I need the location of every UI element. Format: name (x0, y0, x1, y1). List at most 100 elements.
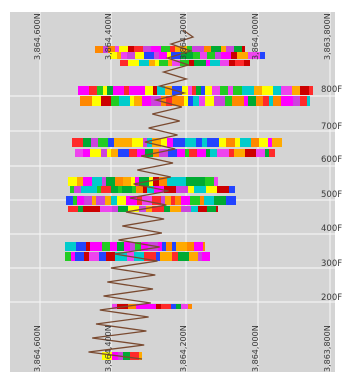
band-cell (179, 177, 186, 186)
band-cell (92, 96, 101, 106)
band-cell (83, 149, 90, 157)
band-cell (103, 46, 108, 53)
band-cell (181, 52, 193, 59)
band-cell (77, 196, 84, 205)
band-cell (151, 46, 161, 53)
band-cell (114, 138, 125, 147)
band-cell (144, 52, 154, 59)
band-cell (117, 196, 126, 205)
band-cell (240, 60, 244, 66)
band-cell (144, 252, 156, 261)
band-cell (161, 304, 171, 309)
band-cell (292, 86, 300, 95)
band-cell (184, 96, 188, 106)
band-cell (97, 86, 103, 95)
band-cell (159, 52, 167, 59)
band-cell (212, 86, 220, 95)
band-cell (164, 206, 170, 212)
band-cell (141, 242, 148, 251)
band-cell (177, 149, 185, 157)
band-cell (194, 186, 206, 193)
band-cell (161, 96, 166, 106)
band-cell (185, 138, 196, 147)
band-cell (205, 177, 214, 186)
band-cell (120, 60, 128, 66)
band-cell (205, 96, 214, 106)
elevation-label: 700F (321, 122, 342, 132)
band-cell (256, 96, 263, 106)
band-cell (193, 52, 200, 59)
band-cell (102, 352, 112, 360)
band-cell (273, 96, 281, 106)
band-cell (159, 177, 167, 186)
band-cell (216, 206, 218, 212)
band-cell (110, 242, 117, 251)
band-cell (142, 196, 152, 205)
band-cell (143, 186, 147, 193)
band-cell (202, 138, 207, 147)
band-cell (95, 46, 103, 53)
northing-label-bottom: 3,864,000N (251, 325, 260, 372)
band-cell (101, 186, 111, 193)
band-cell (207, 52, 215, 59)
band-cell (147, 186, 154, 193)
northing-label-bottom: 3,864,200N (179, 325, 188, 372)
band-cell (135, 177, 139, 186)
band-cell (207, 206, 216, 212)
northing-label-top: 3,864,200N (179, 13, 188, 60)
band-cell (107, 86, 113, 95)
band-cell (84, 252, 89, 261)
northing-label-bottom: 3,864,600N (33, 325, 42, 372)
band-cell (224, 186, 229, 193)
band-cell (232, 96, 244, 106)
band-cell (89, 86, 97, 95)
band-cell (91, 206, 100, 212)
band-cell (194, 177, 205, 186)
band-cell (170, 206, 181, 212)
band-cell (75, 149, 83, 157)
band-cell (135, 52, 144, 59)
elevation-label: 300F (321, 259, 342, 269)
band-cell (112, 304, 117, 309)
band-cell (119, 46, 128, 53)
band-cell (182, 86, 188, 95)
band-cell (166, 242, 172, 251)
band-cell (132, 186, 136, 193)
band-cell (128, 304, 136, 309)
band-cell (92, 177, 102, 186)
band-cell (173, 138, 185, 147)
well-zigzag (88, 29, 195, 360)
band-cell (102, 242, 110, 251)
band-cell (115, 46, 119, 53)
band-cell (193, 96, 199, 106)
band-cell (129, 86, 138, 95)
band-cell (101, 149, 107, 157)
band-cell (139, 60, 149, 66)
band-cell (210, 60, 220, 66)
band-cell (172, 60, 180, 66)
band-cell (196, 86, 201, 95)
band-cell (80, 96, 92, 106)
band-cell (90, 242, 102, 251)
band-cell (89, 252, 99, 261)
band-cell (202, 252, 210, 261)
band-cell (203, 242, 205, 251)
band-cell (118, 149, 129, 157)
geology-bands (65, 46, 313, 360)
band-cell (134, 60, 139, 66)
band-cell (167, 52, 171, 59)
band-cell (215, 52, 221, 59)
band-cell (138, 86, 145, 95)
band-cell (268, 138, 272, 147)
band-cell (111, 196, 117, 205)
band-cell (229, 149, 234, 157)
band-cell (220, 60, 229, 66)
band-cell (214, 177, 218, 186)
band-cell (103, 86, 107, 95)
band-cell (200, 52, 207, 59)
band-cell (165, 196, 171, 205)
band-cell (145, 149, 153, 157)
band-cell (98, 138, 108, 147)
band-cell (176, 304, 181, 309)
